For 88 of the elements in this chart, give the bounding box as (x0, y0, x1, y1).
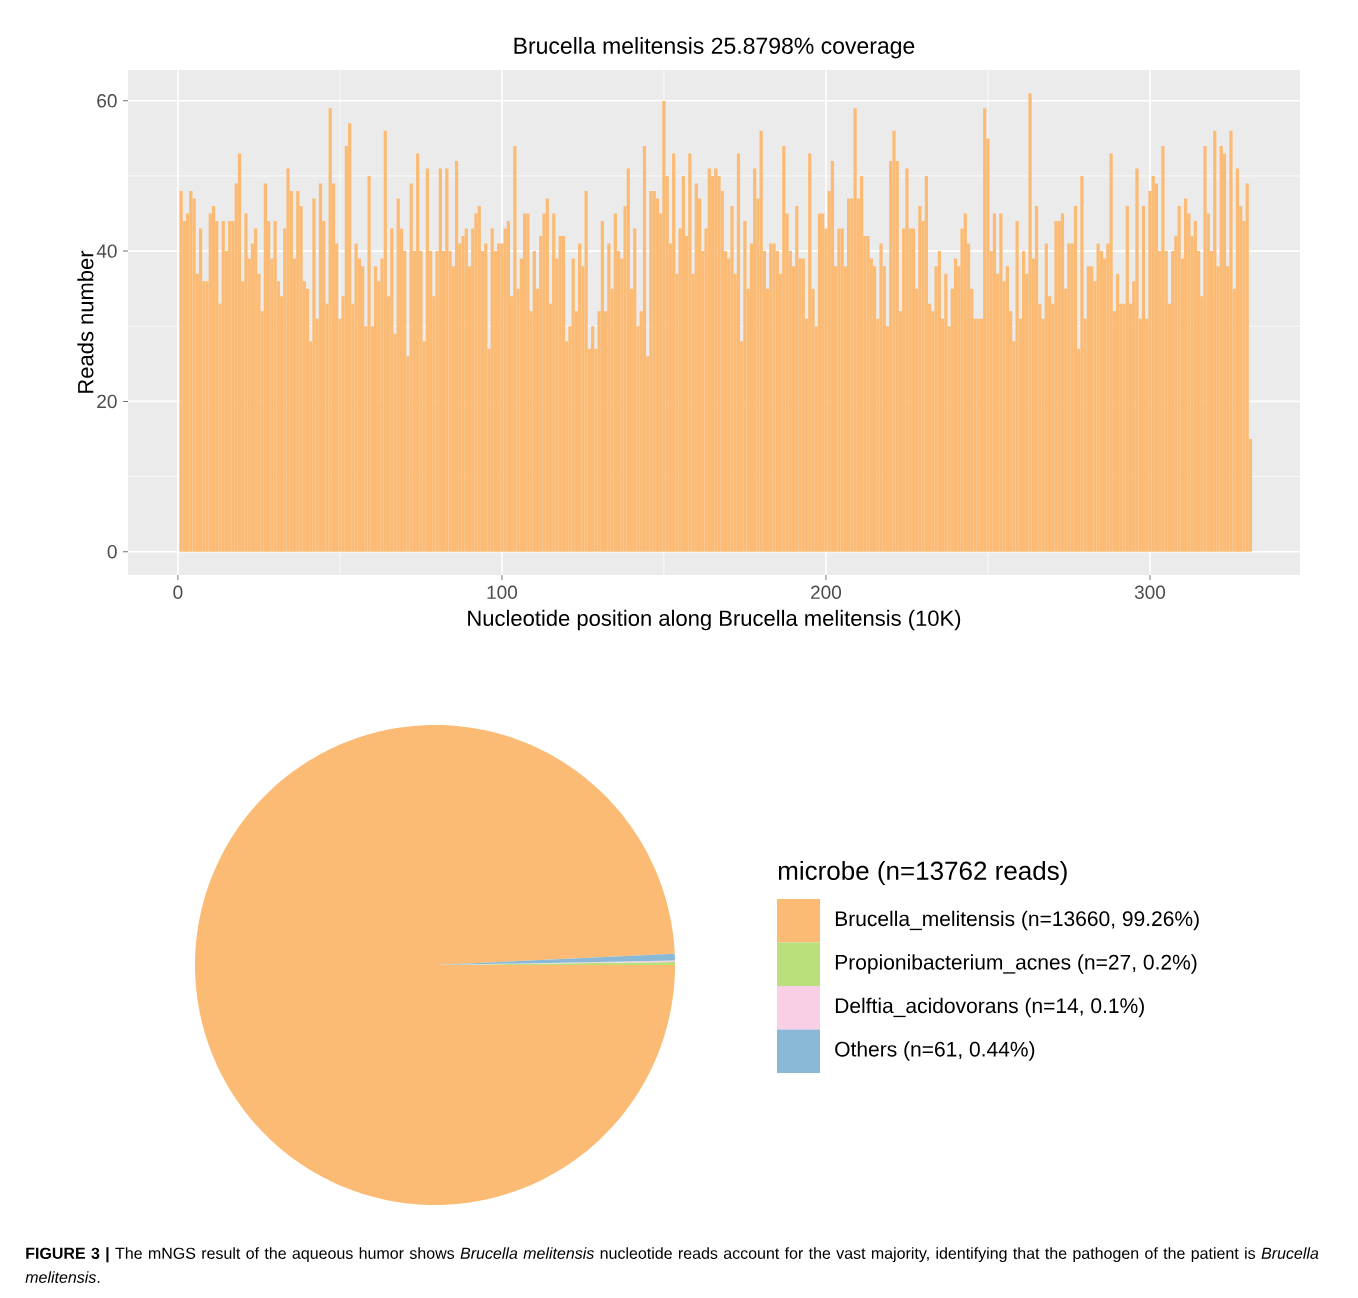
y-tick-label: 40 (96, 244, 117, 258)
x-tick-label: 200 (811, 585, 842, 599)
bar (1183, 198, 1188, 552)
bar (600, 221, 604, 552)
bar (552, 213, 556, 552)
bar (318, 183, 323, 552)
bar (522, 213, 527, 552)
bar (513, 145, 517, 552)
x-tick-label: 0 (173, 585, 183, 599)
bar (545, 198, 549, 552)
y-tick-label: 20 (97, 394, 117, 409)
bar (743, 221, 747, 552)
bar (1080, 175, 1084, 552)
bar (454, 160, 459, 552)
bar (1115, 273, 1120, 552)
legend-label: Brucella_melitensis (n=13660, 99.26%) (835, 910, 1199, 931)
bar (649, 190, 653, 552)
x-tick-label: 100 (487, 585, 518, 599)
bar (348, 123, 352, 552)
bar (1203, 145, 1207, 552)
legend-label: Propionibacterium_acnes (n=27, 0.2%) (835, 954, 1197, 974)
bar (328, 108, 332, 552)
bar (1135, 168, 1139, 552)
legend-title: microbe (n=13762 reads) (778, 860, 1067, 886)
bar (633, 228, 637, 552)
y-axis-title: Reads number (77, 250, 94, 393)
bar (373, 266, 378, 552)
bar (1015, 221, 1019, 552)
bar (425, 168, 430, 552)
bar (263, 183, 268, 552)
bar (911, 228, 916, 552)
bar (312, 198, 316, 552)
x-tick-label: 300 (1134, 585, 1166, 599)
bar (924, 175, 929, 552)
bar (1141, 206, 1146, 552)
bar (1245, 183, 1249, 552)
bar (662, 100, 666, 552)
bar (736, 153, 741, 552)
bar (830, 160, 835, 552)
legend-label: Delftia_acidovorans (n=14, 0.1%) (835, 997, 1144, 1018)
bar (1109, 153, 1113, 552)
bar (396, 198, 400, 552)
bar (759, 130, 763, 552)
bar (211, 206, 216, 552)
bar (409, 183, 413, 552)
bar (1021, 251, 1026, 552)
bar (626, 168, 630, 552)
bar (526, 213, 530, 552)
bar (1073, 206, 1078, 552)
bar (1229, 130, 1233, 552)
bar (808, 153, 812, 552)
bar (1161, 145, 1165, 552)
bar (1219, 145, 1223, 552)
bar (992, 213, 997, 552)
bar (672, 153, 676, 552)
legend-label: Others (n=61, 0.44%) (835, 1041, 1035, 1061)
bar (198, 228, 203, 552)
bar (817, 213, 822, 552)
bar (584, 190, 588, 552)
bar (688, 153, 692, 552)
chart-title: Brucella melitensis 25.8798% coverage (514, 37, 915, 59)
bar (367, 175, 371, 552)
bar (782, 145, 786, 552)
bar (859, 175, 864, 552)
bar (1034, 206, 1039, 552)
bar (490, 228, 494, 552)
bar (237, 153, 242, 552)
bar (506, 221, 511, 552)
bar (1235, 168, 1240, 552)
text: FIGURE 3 | The mNGS result of the aqueous humor shows Brucella melitensis nucleotide reads account for the vast majority, identifying that the pathogen of the patient is Brucella melitensis. (25, 1247, 1319, 1283)
bar (561, 236, 566, 552)
bar (1086, 266, 1091, 552)
x-axis-title: Nucleotide position along Brucella melitensis (10K) (468, 609, 961, 631)
bar (953, 258, 958, 552)
bar (983, 108, 987, 552)
bar (1005, 266, 1010, 552)
y-tick-label: 0 (107, 544, 117, 559)
bar (383, 130, 387, 552)
bar (642, 145, 647, 552)
bar (390, 228, 394, 552)
bar (1060, 213, 1065, 552)
bar (1213, 130, 1217, 552)
bar (179, 190, 183, 552)
y-tick-label: 60 (97, 94, 117, 108)
bar (484, 243, 488, 552)
bar (1054, 221, 1058, 552)
bar (1028, 93, 1032, 552)
bar (1125, 206, 1129, 552)
